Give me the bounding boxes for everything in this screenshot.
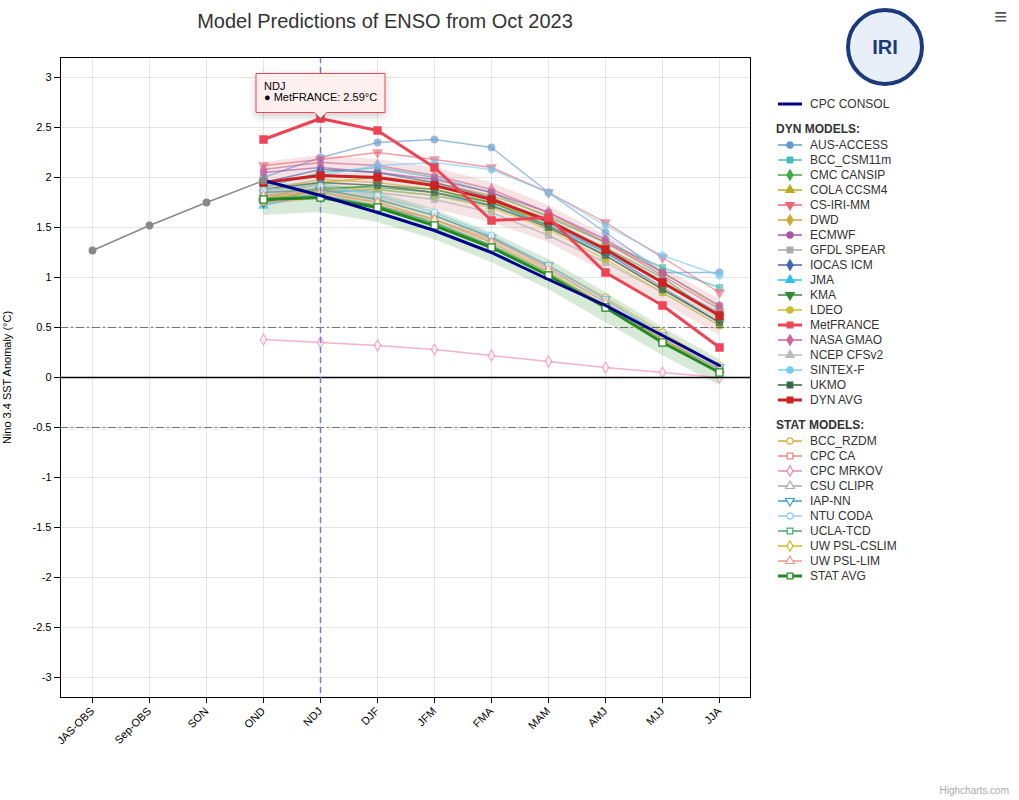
html-text:Highcharts.com: Highcharts.com xyxy=(939,785,1009,796)
html-text:LDEO: LDEO xyxy=(810,302,843,317)
svg-text:0.5: 0.5 xyxy=(36,321,51,333)
html-text:CPC CONSOL: CPC CONSOL xyxy=(810,96,890,111)
html-text:IAP-NN: IAP-NN xyxy=(810,493,851,508)
html-text:CS-IRI-MM: CS-IRI-MM xyxy=(810,197,870,212)
html-text:DYN AVG: DYN AVG xyxy=(810,392,863,407)
html-text:UKMO: UKMO xyxy=(810,377,846,392)
svg-text:​NDJ​● MetFRANCE: 2.59°C: ​NDJ​● MetFRANCE: 2.59°C xyxy=(264,80,377,103)
html-text:MetFRANCE: MetFRANCE xyxy=(810,317,880,332)
html-text:BCC_CSM11m: BCC_CSM11m xyxy=(810,152,892,167)
svg-text:-1.5: -1.5 xyxy=(33,521,52,533)
html-text:NTU CODA: NTU CODA xyxy=(810,508,873,523)
html-text:CSU CLIPR: CSU CLIPR xyxy=(810,478,874,493)
html-text:JMA: JMA xyxy=(810,272,834,287)
svg-text:1.5: 1.5 xyxy=(36,221,51,233)
svg-text:MAM: MAM xyxy=(526,705,553,732)
svg-text:FMA: FMA xyxy=(470,704,495,729)
html-text:Model Predictions of ENSO from: Model Predictions of ENSO from Oct 2023 xyxy=(197,10,573,32)
html-text:GFDL SPEAR: GFDL SPEAR xyxy=(810,242,886,257)
svg-text:SON: SON xyxy=(185,705,210,730)
html-text:KMA: KMA xyxy=(810,287,836,302)
svg-text:JAS-OBS: JAS-OBS xyxy=(55,705,97,747)
html-text:DYN MODELS:: DYN MODELS: xyxy=(776,122,860,136)
html-text:IOCAS ICM: IOCAS ICM xyxy=(810,257,873,272)
html-text:DWD: DWD xyxy=(810,212,839,227)
html-text:SINTEX-F: SINTEX-F xyxy=(810,362,865,377)
html-text:UW PSL-LIM: UW PSL-LIM xyxy=(810,553,880,568)
svg-text:1: 1 xyxy=(45,271,51,283)
svg-text:-0.5: -0.5 xyxy=(33,421,52,433)
html-text:STAT MODELS:: STAT MODELS: xyxy=(776,418,865,432)
html-text:AUS-ACCESS: AUS-ACCESS xyxy=(810,137,888,152)
svg-text:OND: OND xyxy=(242,705,268,731)
html-text:BCC_RZDM: BCC_RZDM xyxy=(810,433,877,448)
svg-text:AMJ: AMJ xyxy=(585,705,609,729)
html-text:UW PSL-CSLIM: UW PSL-CSLIM xyxy=(810,538,897,553)
svg-text:DJF: DJF xyxy=(359,705,382,728)
html-text:COLA CCSM4: COLA CCSM4 xyxy=(810,182,888,197)
svg-text:2: 2 xyxy=(45,171,51,183)
svg-text:JJA: JJA xyxy=(702,704,724,726)
html-text:UCLA-TCD: UCLA-TCD xyxy=(810,523,871,538)
svg-text:2.5: 2.5 xyxy=(36,121,51,133)
svg-text:NDJ: NDJ xyxy=(301,705,325,729)
html-text:STAT AVG: STAT AVG xyxy=(810,568,866,583)
html-text:CPC CA: CPC CA xyxy=(810,448,856,463)
svg-text:MJJ: MJJ xyxy=(644,705,667,728)
svg-text:-3: -3 xyxy=(42,671,52,683)
svg-text:JFM: JFM xyxy=(415,705,439,729)
html-text:ECMWF: ECMWF xyxy=(810,227,856,242)
html-text:CMC CANSIP: CMC CANSIP xyxy=(810,167,886,182)
svg-text:-2.5: -2.5 xyxy=(33,621,52,633)
html-text:CPC MRKOV: CPC MRKOV xyxy=(810,463,883,478)
svg-text:0: 0 xyxy=(45,371,51,383)
svg-text:Nino 3.4 SST Anomaly (°C): Nino 3.4 SST Anomaly (°C) xyxy=(1,311,13,444)
svg-text:Sep-OBS: Sep-OBS xyxy=(112,705,153,746)
svg-text:-1: -1 xyxy=(42,471,52,483)
html-text:NASA GMAO: NASA GMAO xyxy=(810,332,882,347)
svg-text:3: 3 xyxy=(45,71,51,83)
svg-text:-2: -2 xyxy=(42,571,52,583)
html-text:IRI: IRI xyxy=(872,35,898,58)
html-text:NCEP CFSv2: NCEP CFSv2 xyxy=(810,347,884,362)
